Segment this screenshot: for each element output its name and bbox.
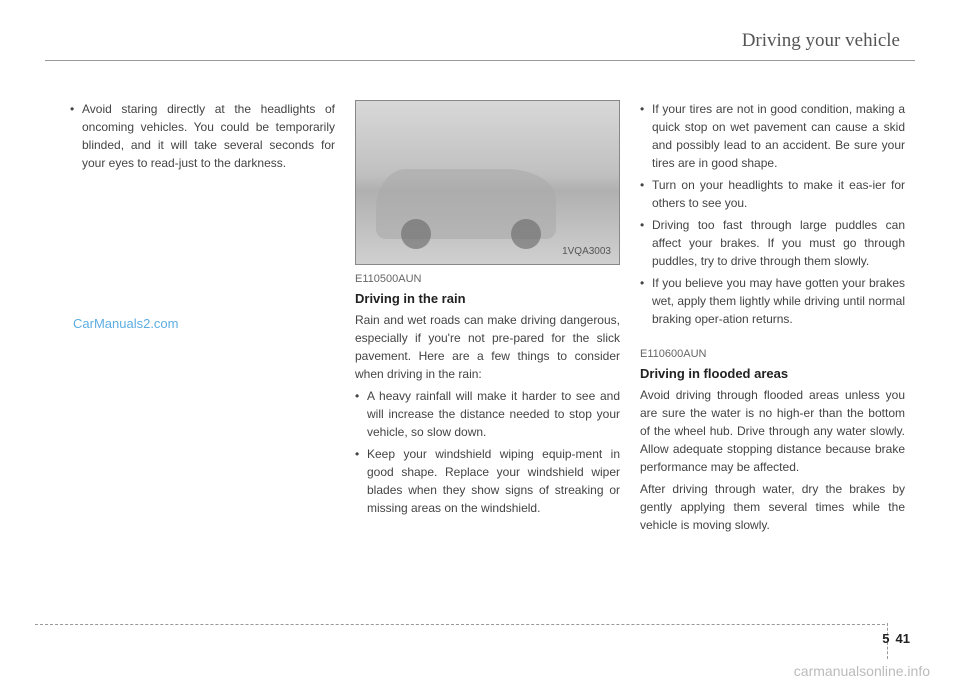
header-divider bbox=[45, 60, 915, 61]
bullet-text: A heavy rainfall will make it harder to … bbox=[367, 387, 620, 441]
bullet-text: Keep your windshield wiping equip-ment i… bbox=[367, 445, 620, 517]
figure-image: 1VQA3003 bbox=[355, 100, 620, 265]
bullet-marker: • bbox=[640, 100, 652, 172]
bullet-item: • Keep your windshield wiping equip-ment… bbox=[355, 445, 620, 517]
bullet-marker: • bbox=[355, 445, 367, 517]
bullet-marker: • bbox=[355, 387, 367, 441]
bullet-item: • Avoid staring directly at the headligh… bbox=[70, 100, 335, 172]
bullet-item: • If you believe you may have gotten you… bbox=[640, 274, 905, 328]
footer-divider-line bbox=[35, 624, 885, 625]
section-code: E110500AUN bbox=[355, 271, 620, 288]
column-right: • If your tires are not in good conditio… bbox=[640, 100, 905, 538]
watermark-overlay: CarManuals2.com bbox=[73, 316, 179, 331]
bullet-text: Driving too fast through large puddles c… bbox=[652, 216, 905, 270]
watermark-bottom: carmanualsonline.info bbox=[794, 663, 930, 679]
bullet-marker: • bbox=[70, 100, 82, 172]
content-area: • Avoid staring directly at the headligh… bbox=[70, 100, 905, 538]
section-code: E110600AUN bbox=[640, 346, 905, 363]
paragraph: Avoid driving through flooded areas unle… bbox=[640, 386, 905, 476]
bullet-item: • A heavy rainfall will make it harder t… bbox=[355, 387, 620, 441]
bullet-marker: • bbox=[640, 216, 652, 270]
bullet-item: • Driving too fast through large puddles… bbox=[640, 216, 905, 270]
bullet-marker: • bbox=[640, 176, 652, 212]
bullet-text: If your tires are not in good condition,… bbox=[652, 100, 905, 172]
figure-code: 1VQA3003 bbox=[562, 244, 611, 259]
section-title: Driving in the rain bbox=[355, 289, 620, 309]
chapter-heading: Driving your vehicle bbox=[742, 30, 900, 52]
bullet-text: If you believe you may have gotten your … bbox=[652, 274, 905, 328]
bullet-text: Avoid staring directly at the headlights… bbox=[82, 100, 335, 172]
bullet-text: Turn on your headlights to make it eas-i… bbox=[652, 176, 905, 212]
wheel-illustration bbox=[401, 219, 431, 249]
paragraph: Rain and wet roads can make driving dang… bbox=[355, 311, 620, 383]
chapter-number: 5 bbox=[882, 631, 889, 646]
wheel-illustration bbox=[511, 219, 541, 249]
paragraph: After driving through water, dry the bra… bbox=[640, 480, 905, 534]
section-title: Driving in flooded areas bbox=[640, 364, 905, 384]
column-middle: 1VQA3003 E110500AUN Driving in the rain … bbox=[355, 100, 620, 538]
bullet-item: • Turn on your headlights to make it eas… bbox=[640, 176, 905, 212]
page-footer: 5 41 bbox=[882, 631, 910, 646]
bullet-item: • If your tires are not in good conditio… bbox=[640, 100, 905, 172]
bullet-marker: • bbox=[640, 274, 652, 328]
page-number: 41 bbox=[896, 631, 910, 646]
